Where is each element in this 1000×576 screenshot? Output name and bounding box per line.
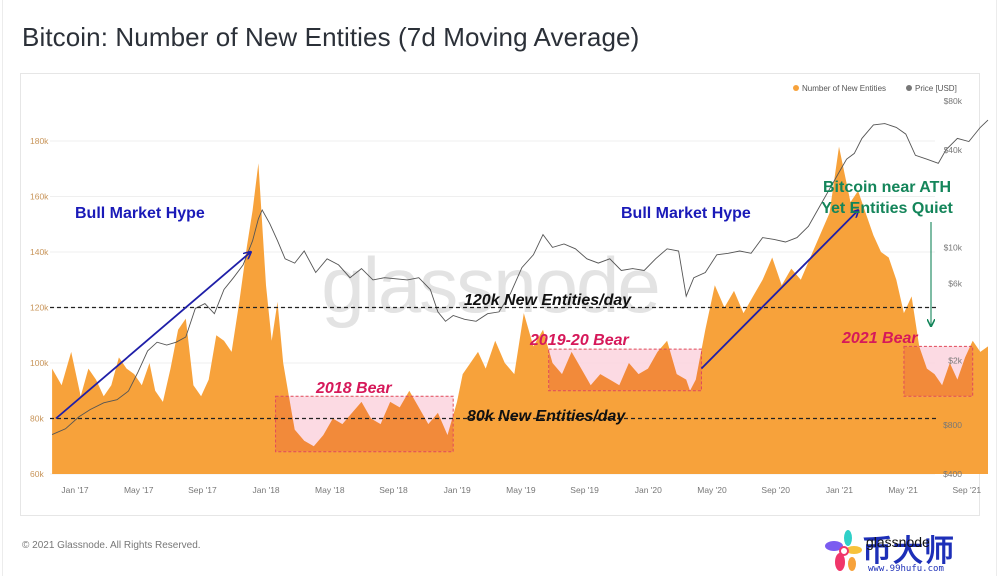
y-tick-label: 140k (30, 247, 49, 257)
x-tick-label: May '19 (506, 485, 536, 495)
price-tick-label: $40k (944, 145, 963, 155)
bear-box-entities (275, 396, 454, 452)
price-line (51, 119, 989, 436)
price-tick-label: $80k (944, 96, 963, 106)
entities-area-layer (52, 146, 989, 474)
x-tick-label: Jan '21 (826, 485, 853, 495)
watermark-logo: 币大师 glassnode www.99hufu.com (820, 524, 980, 576)
annotations: Bull Market Hype Bull Market Hype 120k New… (55, 179, 953, 425)
label-80k: 80k New Entities/day (467, 408, 626, 425)
y-tick-label: 180k (30, 136, 49, 146)
page-title: Bitcoin: Number of New Entities (7d Movi… (22, 22, 640, 52)
x-tick-label: Jan '20 (635, 485, 662, 495)
legend-entities-marker (793, 85, 799, 91)
legend-price-label[interactable]: Price [USD] (915, 84, 957, 93)
logo-url: www.99hufu.com (868, 564, 944, 574)
price-tick-label: $10k (944, 242, 963, 252)
logo-cn-text: 币大师 (862, 534, 955, 569)
x-tick-label: Sep '20 (761, 485, 790, 495)
y-tick-label: 80k (30, 414, 44, 424)
bear-label-2021: 2021 Bear (841, 330, 918, 347)
legend-entities-label[interactable]: Number of New Entities (802, 84, 886, 93)
chart-card (20, 73, 980, 516)
price-tick-label: $400 (943, 469, 962, 479)
ath-label-line2: Yet Entities Quiet (821, 200, 953, 217)
x-tick-label: Jan '19 (444, 485, 471, 495)
y-tick-label: 160k (30, 192, 49, 202)
legend-price-marker (906, 85, 912, 91)
x-tick-label: May '21 (888, 485, 918, 495)
copyright: © 2021 Glassnode. All Rights Reserved. (22, 540, 201, 551)
price-tick-label: $2k (948, 356, 962, 366)
bear-label-2018: 2018 Bear (315, 380, 392, 397)
bull-arrow-2020 (700, 210, 858, 370)
entities-area (52, 146, 989, 474)
x-tick-label: Jan '18 (253, 485, 280, 495)
price-tick-label: $800 (943, 420, 962, 430)
price-tick-label: $6k (948, 278, 962, 288)
price-line-layer (51, 119, 989, 436)
legend: Number of New Entities Price [USD] (793, 84, 957, 93)
bear-label-2019: 2019-20 Bear (529, 332, 630, 349)
bear-boxes (275, 345, 974, 453)
x-tick-label: Sep '21 (953, 485, 982, 495)
ath-label-line1: Bitcoin near ATH (823, 179, 951, 196)
bear-box-entities (903, 346, 973, 397)
bear-box-border (275, 395, 454, 453)
level-lines (50, 306, 938, 420)
y-tick-label: 60k (30, 469, 44, 479)
x-tick-label: Sep '17 (188, 485, 217, 495)
bear-box-border (903, 345, 974, 397)
x-tick-label: May '18 (315, 485, 345, 495)
flower-icon (825, 530, 862, 571)
bull-label-2020: Bull Market Hype (621, 205, 751, 222)
x-tick-label: May '17 (124, 485, 154, 495)
y-tick-label: 120k (30, 303, 49, 313)
bull-label-2017: Bull Market Hype (75, 205, 205, 222)
x-tick-label: Sep '19 (570, 485, 599, 495)
right-axis: $400 $800 $2k $6k $10k $40k $80k (943, 96, 963, 479)
x-axis: Jan '17 May '17 Sep '17 Jan '18 May '18 Sep '… (61, 485, 981, 495)
logo-overlay-text: glassnode (866, 534, 930, 550)
watermark: glassnode (321, 241, 659, 329)
label-120k: 120k New Entities/day (464, 292, 632, 309)
x-tick-label: Sep '18 (379, 485, 408, 495)
bear-box-entities (548, 349, 702, 391)
x-tick-label: Jan '17 (61, 485, 88, 495)
bull-arrow-2017 (55, 252, 251, 420)
bear-box-border (548, 348, 702, 392)
y-tick-label: 100k (30, 358, 49, 368)
x-tick-label: May '20 (697, 485, 727, 495)
left-axis: 60k 80k 100k 120k 140k 160k 180k (30, 136, 49, 479)
